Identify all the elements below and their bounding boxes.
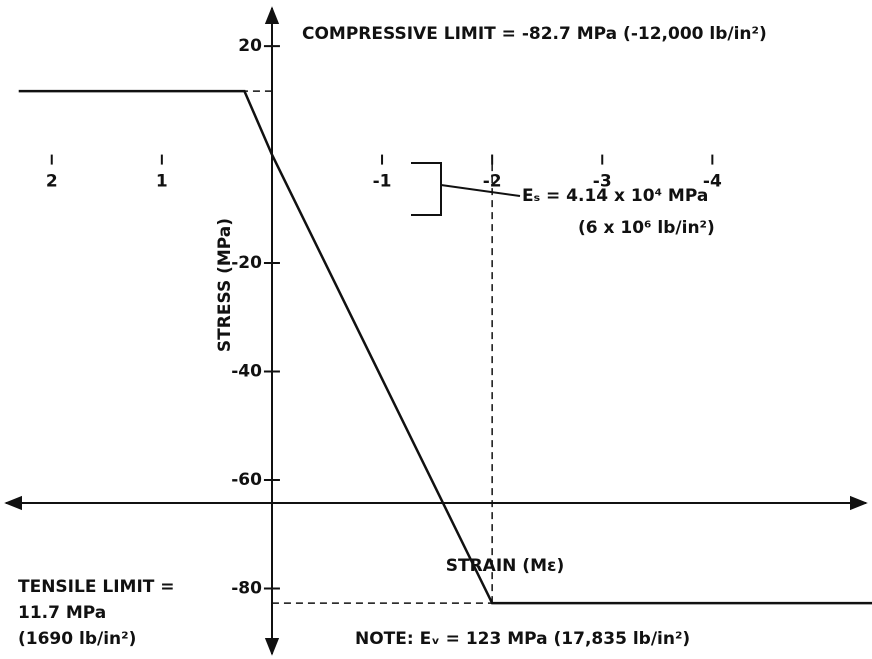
x-tick-label: -3 [593,172,612,192]
x-tick-label: -1 [373,172,392,192]
data-line [18,89,872,605]
annotation: 11.7 MPa [18,603,106,623]
annotation: (6 x 10⁶ lb/in²) [578,218,715,238]
leader-line [440,184,521,197]
y-axis-label: STRESS (MPa) [215,218,235,352]
annotation: COMPRESSIVE LIMIT = -82.7 MPa (-12,000 l… [302,24,767,44]
annotation: NOTE: Eᵥ = 123 MPa (17,835 lb/in²) [355,629,690,649]
y-tick-label: -80 [231,578,262,598]
y-tick-label: -40 [231,362,262,382]
x-tick-label: -4 [703,172,722,192]
annotation: TENSILE LIMIT = [18,577,175,597]
annotation: (1690 lb/in²) [18,629,136,649]
y-tick-label: -60 [231,470,262,490]
y-tick-label: -20 [231,253,262,273]
slope-triangle [411,162,442,216]
annotation: Eₛ = 4.14 x 10⁴ MPa [522,186,708,206]
x-tick-label: 2 [46,172,58,192]
x-axis-label: STRAIN (Mε) [446,556,564,576]
y-tick-label: 20 [238,36,262,56]
x-tick-label: 1 [156,172,168,192]
